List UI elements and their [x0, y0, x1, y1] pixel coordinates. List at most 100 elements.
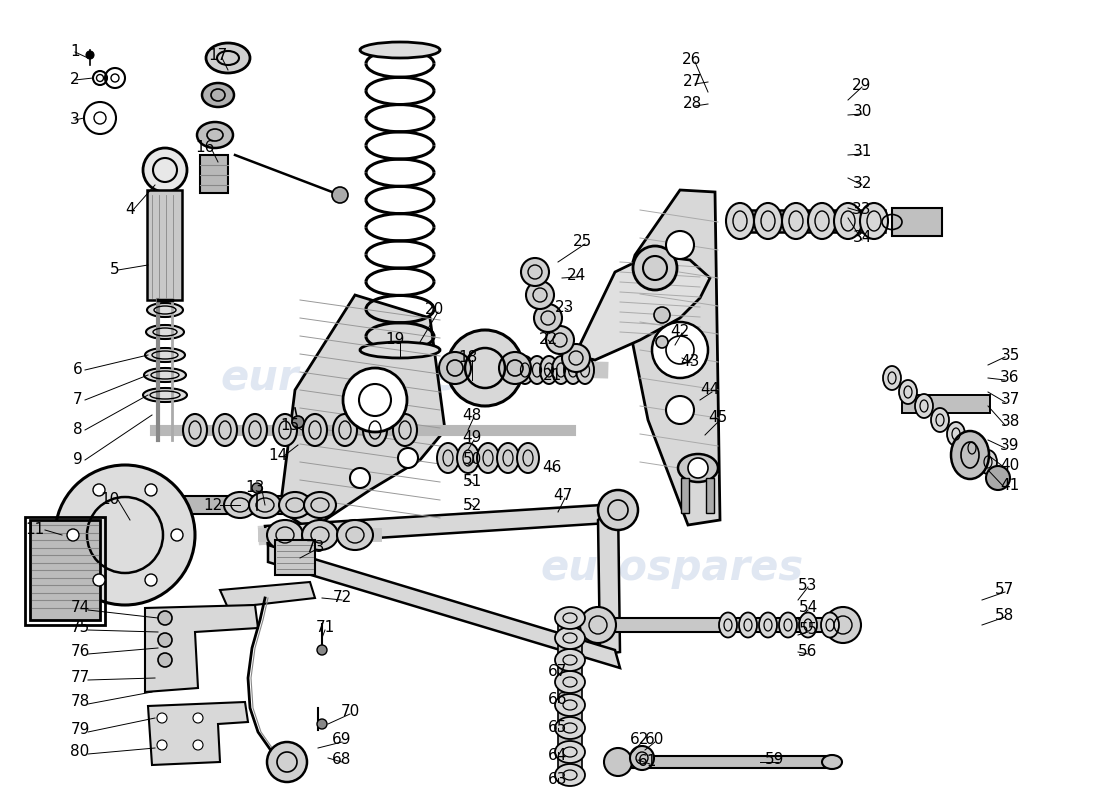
Text: 41: 41	[1000, 478, 1020, 493]
Text: 70: 70	[340, 705, 360, 719]
Text: 39: 39	[1000, 438, 1020, 453]
Bar	[618, 756, 836, 768]
Circle shape	[666, 396, 694, 424]
Bar	[706, 478, 714, 513]
Ellipse shape	[883, 366, 901, 390]
Text: eurospares: eurospares	[540, 547, 803, 589]
Text: 32: 32	[852, 175, 871, 190]
Ellipse shape	[213, 414, 236, 446]
Text: 9: 9	[73, 453, 82, 467]
Ellipse shape	[279, 492, 311, 518]
Text: 55: 55	[799, 622, 817, 638]
Text: 44: 44	[701, 382, 719, 398]
Circle shape	[94, 484, 104, 496]
Circle shape	[562, 344, 590, 372]
Text: eurospares: eurospares	[220, 357, 483, 399]
Text: 46: 46	[542, 461, 562, 475]
Ellipse shape	[931, 408, 949, 432]
Text: 51: 51	[462, 474, 482, 490]
Text: 23: 23	[556, 301, 574, 315]
Circle shape	[145, 484, 157, 496]
Ellipse shape	[360, 42, 440, 58]
Text: 42: 42	[670, 325, 690, 339]
Text: 12: 12	[204, 498, 222, 513]
Text: 14: 14	[268, 447, 287, 462]
Text: 47: 47	[553, 489, 573, 503]
Ellipse shape	[497, 443, 519, 473]
Text: 34: 34	[852, 230, 871, 246]
Text: 76: 76	[70, 645, 90, 659]
Bar	[275, 540, 315, 575]
Ellipse shape	[273, 414, 297, 446]
Polygon shape	[265, 504, 624, 545]
Text: 30: 30	[852, 105, 871, 119]
Text: 45: 45	[708, 410, 727, 426]
Circle shape	[158, 653, 172, 667]
Circle shape	[317, 645, 327, 655]
Circle shape	[86, 51, 94, 59]
Text: 33: 33	[852, 202, 871, 218]
Text: 1: 1	[70, 45, 80, 59]
Text: 61: 61	[638, 754, 658, 770]
Ellipse shape	[146, 325, 184, 339]
Text: 17: 17	[208, 47, 228, 62]
Circle shape	[986, 466, 1010, 490]
Text: 38: 38	[1000, 414, 1020, 430]
Ellipse shape	[556, 671, 585, 693]
Ellipse shape	[556, 649, 585, 671]
Circle shape	[630, 746, 654, 770]
Ellipse shape	[834, 203, 862, 239]
Ellipse shape	[540, 356, 558, 384]
Ellipse shape	[267, 520, 303, 550]
Circle shape	[343, 368, 407, 432]
Ellipse shape	[808, 203, 836, 239]
Text: 77: 77	[70, 670, 89, 686]
Ellipse shape	[363, 414, 387, 446]
Text: 25: 25	[573, 234, 593, 250]
Circle shape	[534, 304, 562, 332]
Text: 6: 6	[73, 362, 82, 378]
Text: 74: 74	[70, 601, 89, 615]
Ellipse shape	[206, 43, 250, 73]
Circle shape	[67, 529, 79, 541]
Text: 69: 69	[332, 733, 352, 747]
Ellipse shape	[947, 422, 965, 446]
Ellipse shape	[860, 203, 888, 239]
Ellipse shape	[822, 755, 842, 769]
Text: 5: 5	[110, 262, 120, 278]
Ellipse shape	[552, 356, 570, 384]
Ellipse shape	[759, 613, 777, 638]
Text: 3: 3	[70, 113, 80, 127]
Circle shape	[654, 307, 670, 323]
Bar	[200, 155, 228, 193]
Ellipse shape	[183, 414, 207, 446]
Ellipse shape	[556, 741, 585, 763]
Text: 64: 64	[548, 747, 568, 762]
Circle shape	[398, 448, 418, 468]
Text: 50: 50	[462, 453, 482, 467]
Ellipse shape	[556, 764, 585, 786]
Ellipse shape	[678, 454, 718, 482]
Bar	[902, 395, 990, 413]
Text: 72: 72	[332, 590, 352, 606]
Ellipse shape	[456, 443, 478, 473]
Ellipse shape	[556, 717, 585, 739]
Polygon shape	[628, 190, 720, 525]
Circle shape	[598, 490, 638, 530]
Text: 79: 79	[70, 722, 90, 738]
Circle shape	[55, 465, 195, 605]
Text: 53: 53	[799, 578, 817, 593]
Text: 66: 66	[548, 693, 568, 707]
Circle shape	[157, 713, 167, 723]
Text: 57: 57	[996, 582, 1014, 598]
Circle shape	[688, 458, 708, 478]
Ellipse shape	[528, 356, 546, 384]
Text: 18: 18	[459, 350, 477, 366]
Bar	[598, 618, 843, 632]
Ellipse shape	[739, 613, 757, 638]
Ellipse shape	[754, 203, 782, 239]
Circle shape	[192, 740, 204, 750]
Text: 11: 11	[25, 522, 45, 538]
Circle shape	[170, 529, 183, 541]
Ellipse shape	[726, 203, 754, 239]
